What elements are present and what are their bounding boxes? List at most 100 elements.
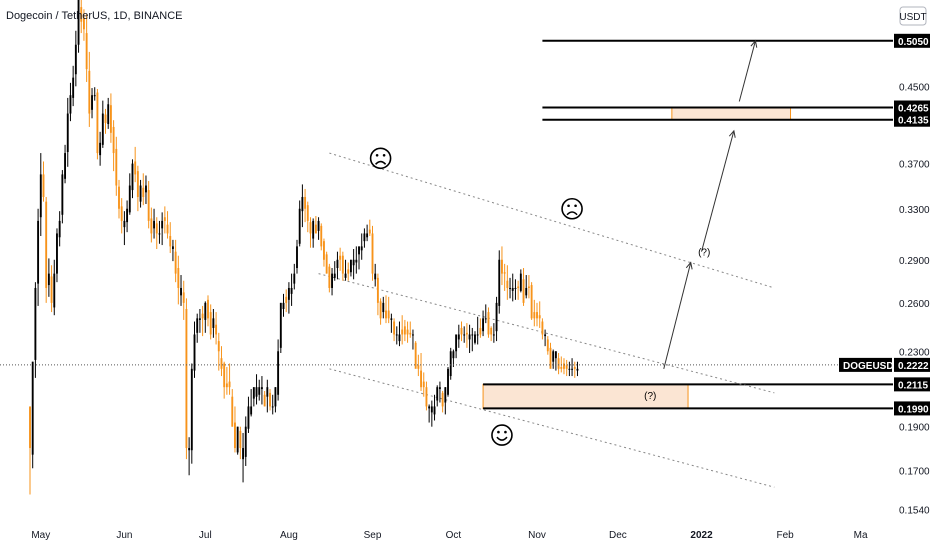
candle [53, 259, 56, 316]
candle-body [309, 222, 312, 234]
sad-face-icon-1 [561, 197, 583, 220]
sad-face-icon-0 [369, 147, 392, 170]
candle-body [312, 220, 315, 239]
candle-body [492, 334, 495, 336]
candle [571, 358, 574, 377]
candle [401, 315, 404, 345]
candle-body [479, 327, 482, 335]
candle [239, 426, 242, 460]
candle-body [317, 220, 320, 231]
candle-body [328, 266, 331, 288]
candle [279, 302, 282, 353]
candle [536, 302, 538, 327]
candle [225, 367, 228, 395]
candle [99, 131, 102, 166]
key-level-tag-2: 0.4135 [894, 112, 930, 127]
candle-body [449, 351, 452, 377]
candle [366, 224, 369, 242]
candle [120, 198, 123, 234]
currency-button-box[interactable] [899, 6, 927, 26]
candle [112, 120, 115, 172]
candle-body [91, 95, 93, 110]
candle [573, 361, 576, 378]
candle [193, 321, 196, 378]
candle-body [403, 326, 406, 335]
candle-body [109, 105, 112, 133]
candle-body [549, 347, 552, 369]
candle [242, 432, 244, 483]
candle [436, 385, 439, 407]
candle [247, 396, 250, 433]
candle [174, 239, 177, 283]
candle [287, 282, 290, 314]
candle-body [115, 148, 118, 186]
key-level-tag-4: 0.1990 [894, 401, 930, 416]
candle-body [368, 229, 371, 234]
candle-body [552, 351, 555, 362]
candle [519, 269, 522, 293]
candle [171, 239, 174, 262]
candle [107, 97, 110, 129]
candle-body [379, 301, 382, 319]
candle [150, 207, 153, 243]
candle [447, 367, 449, 397]
candle [544, 329, 547, 347]
candle-body [390, 318, 393, 320]
candle-body [495, 302, 498, 332]
candle-body [242, 448, 244, 460]
candle-body [77, 0, 80, 45]
candles-layer [29, 0, 579, 495]
candle-body [320, 225, 323, 247]
candle [29, 406, 31, 495]
candle [72, 65, 75, 107]
candle [517, 280, 520, 300]
face-eye-right [382, 153, 386, 157]
candle [320, 223, 323, 251]
key-level-tag-1: 0.4265 [894, 100, 930, 115]
face-mouth [496, 436, 508, 441]
candle-body [88, 70, 91, 114]
price-tick-label: 0.3700 [899, 160, 930, 171]
candle [158, 220, 161, 244]
candle [492, 323, 495, 343]
time-axis: May Jun Jul Aug Sep Oct Nov Dec 2022 Feb Ma [31, 530, 868, 541]
candle-body [225, 383, 228, 388]
currency-button[interactable]: USDT [899, 6, 927, 26]
candle [314, 216, 317, 234]
month-tick-label: 2022 [690, 530, 713, 541]
candle-body [196, 318, 199, 333]
candle-body [255, 387, 258, 397]
symbol-tag-label: DOGEUSDT [843, 361, 900, 372]
arrow-shaft [738, 40, 756, 102]
price-tag-label: 0.2115 [898, 380, 928, 391]
candle [93, 87, 96, 101]
candle-body [527, 286, 530, 288]
candle [196, 313, 199, 343]
face-eye-left [375, 153, 379, 157]
candle [333, 261, 336, 281]
candle-body [182, 292, 185, 303]
candle [444, 387, 447, 415]
candle-body [112, 126, 115, 154]
candle [285, 289, 288, 313]
arrow-1 [701, 129, 736, 252]
candle-body [487, 312, 490, 335]
candle [482, 310, 485, 337]
candle [244, 416, 247, 466]
currency-button-label[interactable]: USDT [899, 12, 926, 23]
candle-body [64, 153, 67, 179]
candle-body [171, 246, 174, 250]
candle-body [406, 329, 409, 335]
month-tick-label: Ma [854, 530, 868, 541]
candle [39, 153, 42, 236]
candle-body [104, 114, 107, 124]
candle-body [490, 327, 493, 335]
candle-body [107, 104, 110, 125]
candle-body [123, 220, 126, 228]
candle [449, 347, 452, 380]
candle [498, 250, 501, 314]
month-tick-label: Nov [528, 530, 546, 541]
arrows-layer [663, 39, 758, 369]
candle [522, 268, 525, 306]
